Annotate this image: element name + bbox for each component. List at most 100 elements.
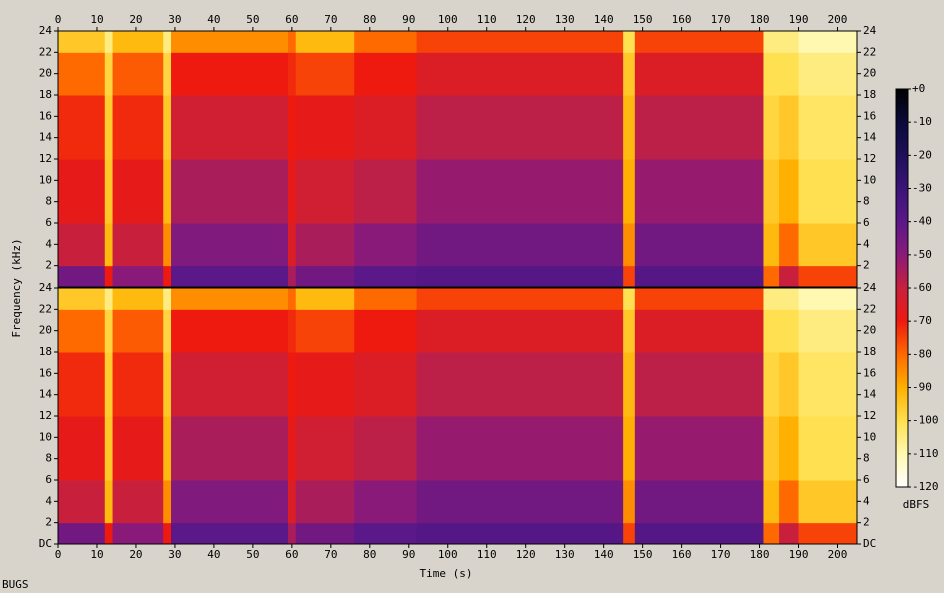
spectrogram-cell bbox=[634, 522, 764, 545]
x-tick-label: 160 bbox=[672, 548, 692, 561]
spectrogram-cell bbox=[163, 288, 172, 310]
y-tick-label: 16 bbox=[39, 366, 52, 379]
y-tick-label: 2 bbox=[45, 259, 52, 272]
spectrogram-cell bbox=[763, 265, 780, 288]
x-tick-label: 160 bbox=[672, 13, 692, 26]
spectrogram-cell bbox=[634, 31, 764, 53]
y-tick-label: 10 bbox=[39, 173, 52, 186]
colorbar-tick-label: -30 bbox=[912, 182, 932, 195]
colorbar-segment bbox=[896, 254, 908, 289]
x-tick-label: 170 bbox=[711, 13, 731, 26]
y-tick-label: 14 bbox=[863, 388, 877, 401]
x-tick-label: 70 bbox=[324, 548, 337, 561]
spectrogram-cell bbox=[763, 31, 780, 53]
y-tick-label: 18 bbox=[39, 88, 52, 101]
spectrogram-cell bbox=[798, 223, 858, 267]
y-tick-label: 8 bbox=[863, 452, 870, 465]
spectrogram-cell bbox=[354, 31, 418, 53]
y-tick-label: 16 bbox=[863, 109, 876, 122]
spectrogram-cell bbox=[163, 265, 172, 288]
x-tick-label: 170 bbox=[711, 548, 731, 561]
y-tick-label: 4 bbox=[45, 494, 52, 507]
y-tick-label: DC bbox=[863, 537, 876, 550]
spectrogram-cell bbox=[295, 522, 355, 545]
y-tick-label: 8 bbox=[45, 452, 52, 465]
spectrogram-cell bbox=[112, 159, 164, 224]
spectrogram-cell bbox=[798, 52, 858, 96]
spectrogram-cell bbox=[634, 95, 764, 160]
spectrogram-cell bbox=[163, 52, 172, 96]
spectrogram-cell bbox=[287, 223, 297, 267]
y-tick-label: 18 bbox=[39, 345, 52, 358]
spectrogram-cell bbox=[171, 159, 289, 224]
x-tick-label: 190 bbox=[789, 13, 809, 26]
spectrogram-cell bbox=[163, 416, 172, 481]
spectrogram-cell bbox=[416, 309, 624, 353]
y-tick-label: 18 bbox=[863, 88, 876, 101]
spectrogram-cell bbox=[171, 309, 289, 353]
spectrogram-cell bbox=[779, 522, 800, 545]
spectrogram-cell bbox=[779, 352, 800, 417]
spectrogram-cell bbox=[295, 309, 355, 353]
spectrogram-cell bbox=[287, 265, 297, 288]
spectrogram-cell bbox=[112, 352, 164, 417]
x-tick-label: 50 bbox=[246, 13, 259, 26]
spectrogram-cell bbox=[58, 522, 106, 545]
spectrogram-cell bbox=[171, 52, 289, 96]
spectrogram-cell bbox=[354, 288, 418, 310]
colorbar-tick-label: -40 bbox=[912, 215, 932, 228]
x-tick-label: 100 bbox=[438, 548, 458, 561]
y-tick-label: 24 bbox=[863, 281, 877, 294]
spectrogram-cell bbox=[634, 288, 764, 310]
spectrogram-cell bbox=[295, 31, 355, 53]
spectrogram-cell bbox=[354, 265, 418, 288]
y-tick-label: 20 bbox=[863, 324, 876, 337]
spectrogram-cell bbox=[354, 159, 418, 224]
spectrogram-cell bbox=[104, 223, 114, 267]
spectrogram-cell bbox=[354, 480, 418, 524]
spectrogram-cell bbox=[104, 352, 114, 417]
spectrogram-cell bbox=[171, 480, 289, 524]
spectrogram-cell bbox=[104, 522, 114, 545]
x-tick-label: 40 bbox=[207, 13, 220, 26]
spectrogram-cell bbox=[416, 416, 624, 481]
footer: BUGS bbox=[2, 578, 29, 591]
y-tick-label: 22 bbox=[863, 45, 876, 58]
spectrogram-cell bbox=[354, 223, 418, 267]
spectrogram-cell bbox=[623, 480, 636, 524]
x-tick-label: 110 bbox=[477, 13, 497, 26]
y-tick-label: 2 bbox=[45, 516, 52, 529]
colorbar-tick-label: -20 bbox=[912, 148, 932, 161]
spectrogram-cell bbox=[295, 352, 355, 417]
y-tick-label: 18 bbox=[863, 345, 876, 358]
spectrogram-cell bbox=[416, 480, 624, 524]
spectrogram-cell bbox=[779, 95, 800, 160]
spectrogram-cell bbox=[763, 288, 780, 310]
spectrogram-cell bbox=[295, 95, 355, 160]
spectrogram-cell bbox=[763, 95, 780, 160]
x-tick-label: 130 bbox=[555, 548, 575, 561]
colorbar-tick-label: -120 bbox=[912, 480, 939, 493]
spectrogram-cell bbox=[295, 416, 355, 481]
y-tick-label: 10 bbox=[863, 173, 876, 186]
spectrogram-cell bbox=[623, 309, 636, 353]
spectrogram-cell bbox=[58, 416, 106, 481]
spectrogram-cell bbox=[58, 265, 106, 288]
spectrogram-cell bbox=[104, 265, 114, 288]
colorbar-tick-label: -70 bbox=[912, 314, 932, 327]
spectrogram-cell bbox=[416, 52, 624, 96]
spectrogram-cell bbox=[112, 223, 164, 267]
spectrogram-cell bbox=[287, 31, 297, 53]
spectrogram-cell bbox=[104, 52, 114, 96]
x-tick-label: 130 bbox=[555, 13, 575, 26]
spectrogram-cell bbox=[779, 480, 800, 524]
y-tick-label: 24 bbox=[39, 24, 53, 37]
x-tick-label: 60 bbox=[285, 548, 298, 561]
spectrogram-cell bbox=[112, 52, 164, 96]
x-tick-label: 80 bbox=[363, 548, 376, 561]
colorbar-segment bbox=[896, 89, 908, 123]
y-tick-label: 8 bbox=[863, 195, 870, 208]
x-tick-label: 120 bbox=[516, 13, 536, 26]
